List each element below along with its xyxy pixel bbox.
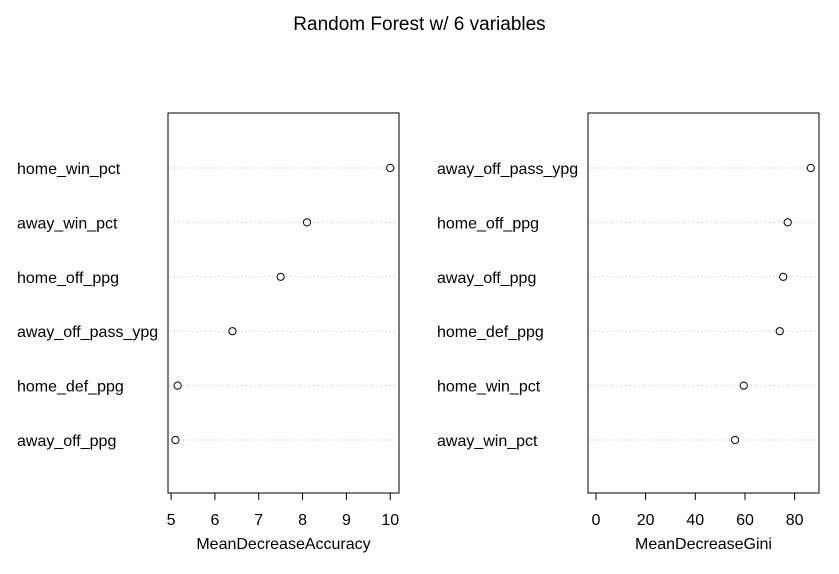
category-label: home_off_ppg xyxy=(17,270,119,287)
category-label: away_off_ppg xyxy=(17,433,116,450)
x-tick-label: 8 xyxy=(298,512,307,529)
x-tick-label: 10 xyxy=(381,512,399,529)
panel-2: away_off_pass_ypg home_off_ppg away_off_pp… xyxy=(437,112,820,553)
category-label: away_win_pct xyxy=(17,215,118,232)
data-point xyxy=(730,435,740,445)
data-point xyxy=(775,327,784,336)
data-point xyxy=(779,272,788,281)
category-label: away_off_pass_ypg xyxy=(17,324,158,341)
data-point xyxy=(276,272,285,281)
data-point xyxy=(739,381,748,390)
data-point xyxy=(386,163,395,173)
x-axis-title: MeanDecreaseAccuracy xyxy=(196,536,370,553)
category-label: home_off_ppg xyxy=(437,215,539,232)
category-label: away_win_pct xyxy=(437,433,538,450)
plot-frame xyxy=(587,112,820,494)
data-point xyxy=(171,435,180,445)
plot-frame xyxy=(167,112,400,494)
category-label: home_def_ppg xyxy=(437,324,544,341)
category-label: away_off_pass_ypg xyxy=(437,161,578,178)
x-axis-title: MeanDecreaseGini xyxy=(635,536,772,553)
category-label: home_win_pct xyxy=(437,379,541,396)
x-tick-label: 6 xyxy=(210,512,219,529)
category-label: away_off_ppg xyxy=(437,270,536,287)
category-label: home_win_pct xyxy=(17,161,121,178)
x-tick-label: 5 xyxy=(167,512,176,529)
page-title: Random Forest w/ 6 variables xyxy=(293,14,546,35)
panel-1: home_win_pct away_win_pct home_off_ppgaway… xyxy=(17,112,400,553)
data-point xyxy=(806,163,815,173)
category-label: home_def_ppg xyxy=(17,379,124,396)
x-tick-label: 60 xyxy=(736,512,754,529)
data-point xyxy=(302,218,312,227)
x-tick-label: 80 xyxy=(786,512,804,529)
x-tick-label: 7 xyxy=(254,512,263,529)
x-tick-label: 20 xyxy=(637,512,655,529)
data-point xyxy=(783,218,792,227)
x-tick-label: 40 xyxy=(686,512,704,529)
x-tick-label: 9 xyxy=(342,512,351,529)
data-point xyxy=(228,327,237,336)
data-point xyxy=(173,381,182,390)
x-tick-label: 0 xyxy=(591,512,600,529)
